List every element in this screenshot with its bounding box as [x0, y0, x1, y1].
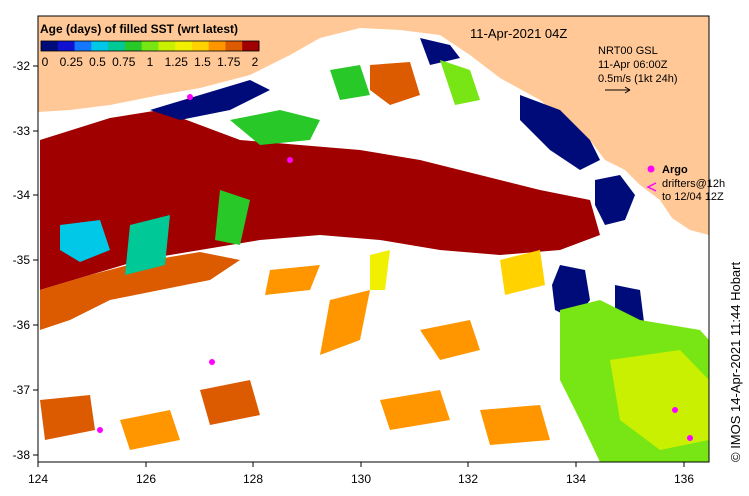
legend-tick-label: 0.75: [112, 55, 136, 69]
x-tick-label: 124: [28, 472, 48, 486]
y-tick-label: -37: [13, 383, 31, 397]
sst-patches: [40, 38, 709, 462]
drifters-label: drifters@12h: [662, 178, 725, 190]
argo-marker-icon: [647, 165, 655, 173]
legend-color-swatch: [124, 41, 143, 51]
legend-bar-outline: [40, 40, 260, 52]
x-tick-label: 132: [458, 472, 478, 486]
info-vector-scale: 0.5m/s (1kt 24h): [598, 73, 677, 85]
x-tick-label: 128: [243, 472, 263, 486]
legend-tick-label: 0.25: [60, 55, 84, 69]
argo-label: Argo: [662, 164, 688, 176]
legend-tick-label: 1.25: [165, 55, 189, 69]
y-tick-label: -38: [13, 448, 31, 462]
y-axis: -32 -33 -34 -35 -36 -37 -38: [13, 59, 38, 462]
legend-title: Age (days) of filled SST (wrt latest): [40, 22, 238, 36]
legend-color-swatch: [225, 41, 243, 51]
legend-color-swatch: [175, 41, 193, 51]
x-tick-label: 130: [351, 472, 371, 486]
legend-color-swatch: [108, 41, 126, 51]
axis-frame: [37, 15, 710, 463]
legend-color-swatch: [141, 41, 159, 51]
x-axis: 124 126 128 130 132 134 136: [28, 462, 694, 486]
y-tick-label: -34: [13, 188, 31, 202]
info-box: NRT00 GSL 11-Apr 06:00Z 0.5m/s (1kt 24h): [598, 45, 677, 94]
legend-color-bar: [41, 41, 260, 51]
argo-markers: [97, 94, 693, 441]
scale-arrow-head-icon: [624, 86, 631, 94]
legend-color-swatch: [41, 41, 59, 51]
legend-tick-label: 1.75: [217, 55, 241, 69]
legend-color-swatch: [191, 41, 210, 51]
x-tick-label: 134: [566, 472, 586, 486]
legend-color-swatch: [242, 41, 260, 51]
legend-tick-labels: 0 0.25 0.5 0.75 1 1.25 1.5 1.75 2: [42, 55, 259, 69]
legend-tick-label: 1: [147, 55, 154, 69]
y-tick-label: -36: [13, 318, 31, 332]
map-title: 11-Apr-2021 04Z: [470, 26, 567, 41]
info-product: NRT00 GSL: [598, 45, 658, 57]
legend-tick-label: 0: [42, 55, 49, 69]
legend-tick-label: 1.5: [194, 55, 211, 69]
y-tick-label: -33: [13, 124, 31, 138]
legend-color-swatch: [158, 41, 176, 51]
info-date: 11-Apr 06:00Z: [598, 59, 668, 71]
legend-tick-label: 0.5: [89, 55, 106, 69]
credit-text: © IMOS 14-Apr-2021 11:44 Hobart: [728, 262, 743, 462]
legend-color-swatch: [91, 41, 109, 51]
argo-legend: Argo drifters@12h to 12/04 12Z: [646, 164, 725, 203]
land-australia: [38, 16, 709, 235]
y-tick-label: -32: [13, 59, 31, 73]
legend-color-swatch: [74, 41, 92, 51]
drifters-date: to 12/04 12Z: [662, 191, 724, 203]
legend-tick-label: 2: [252, 55, 259, 69]
y-tick-label: -35: [13, 253, 31, 267]
x-tick-label: 136: [674, 472, 694, 486]
legend-color-swatch: [57, 41, 76, 51]
legend-color-swatch: [208, 41, 226, 51]
x-tick-label: 126: [136, 472, 156, 486]
drifter-marker-icon: [646, 182, 657, 192]
